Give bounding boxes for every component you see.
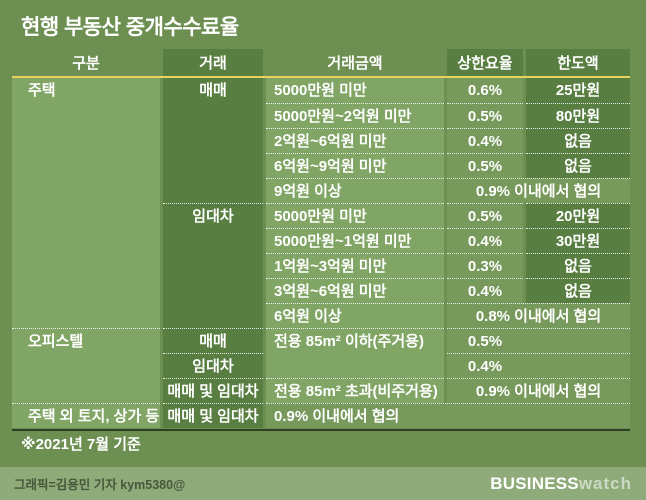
header-deal: 거래 [163,49,263,76]
cell-category-housing: 주택 [12,78,160,328]
cell-negotiate: 0.9% 이내에서 협의 [447,178,630,203]
footnote: ※2021년 7월 기준 [21,436,141,453]
table-header: 구분 거래 거래금액 상한요율 한도액 [12,49,630,76]
logo-business-text: BUSINESS [490,473,579,493]
cell-amount: 5000만원~2억원 미만 [266,103,444,128]
bottom-rule [12,429,630,431]
cell-rate: 0.5% [447,103,523,128]
cell-amount: 전용 85m² 초과(비주거용) [266,378,444,403]
cell-amount: 5000만원~1억원 미만 [266,228,444,253]
cell-amount: 6억원~9억원 미만 [266,153,444,178]
cell-amount: 9억원 이상 [266,178,444,203]
cell-rate: 0.4% [447,128,523,153]
cell-negotiate: 0.9% 이내에서 협의 [266,403,630,428]
cell-category-other: 주택 외 토지, 상가 등 [12,403,160,428]
cell-limit: 없음 [526,153,630,178]
commission-table: 주택 매매 5000만원 미만 0.6% 25만원 5000만원~2억원 미만 … [12,78,630,428]
cell-amount: 2억원~6억원 미만 [266,128,444,153]
cell-amount: 5000만원 미만 [266,78,444,103]
cell-deal-sale-and-lease: 매매 및 임대차 [163,378,263,403]
cell-amount: 5000만원 미만 [266,203,444,228]
cell-limit: 없음 [526,253,630,278]
businesswatch-logo: BUSINESS watch [490,474,632,494]
cell-rate: 0.3% [447,253,523,278]
cell-negotiate: 0.9% 이내에서 협의 [447,378,630,403]
cell-rate: 0.5% [447,203,523,228]
cell-rate: 0.4% [447,353,630,378]
cell-rate: 0.6% [447,78,523,103]
header-rate-cap: 상한요율 [447,49,523,76]
cell-amount: 6억원 이상 [266,303,444,328]
cell-limit: 30만원 [526,228,630,253]
page-title: 현행 부동산 중개수수료율 [21,16,239,39]
cell-category-officetel: 오피스텔 [12,328,160,403]
cell-limit: 없음 [526,128,630,153]
header-amount: 거래금액 [327,55,383,72]
cell-deal-lease: 임대차 [163,353,263,378]
header-limit: 한도액 [526,49,630,76]
cell-deal-lease: 임대차 [163,203,263,328]
cell-deal-sale-and-lease: 매매 및 임대차 [163,403,263,428]
cell-limit: 25만원 [526,78,630,103]
cell-rate: 0.4% [447,278,523,303]
cell-amount: 1억원~3억원 미만 [266,253,444,278]
cell-rate: 0.4% [447,228,523,253]
cell-limit: 80만원 [526,103,630,128]
cell-deal-sale: 매매 [163,78,263,203]
cell-rate: 0.5% [447,153,523,178]
rate-value: 0.5% [467,332,503,350]
cell-limit: 없음 [526,278,630,303]
graphic-credit: 그래픽=김용민 기자 kym5380@ [14,478,186,492]
rate-value: 0.4% [467,357,503,375]
cell-rate: 0.5% [447,328,630,353]
header-underline [12,76,630,78]
cell-limit: 20만원 [526,203,630,228]
cell-deal-sale: 매매 [163,328,263,353]
cell-amount: 3억원~6억원 미만 [266,278,444,303]
footer-bar: 그래픽=김용민 기자 kym5380@ BUSINESS watch [0,467,646,500]
cell-amount: 전용 85m² 이하(주거용) [266,328,444,378]
header-category: 구분 [72,55,100,72]
logo-watch-text: watch [578,473,632,493]
cell-negotiate: 0.8% 이내에서 협의 [447,303,630,328]
